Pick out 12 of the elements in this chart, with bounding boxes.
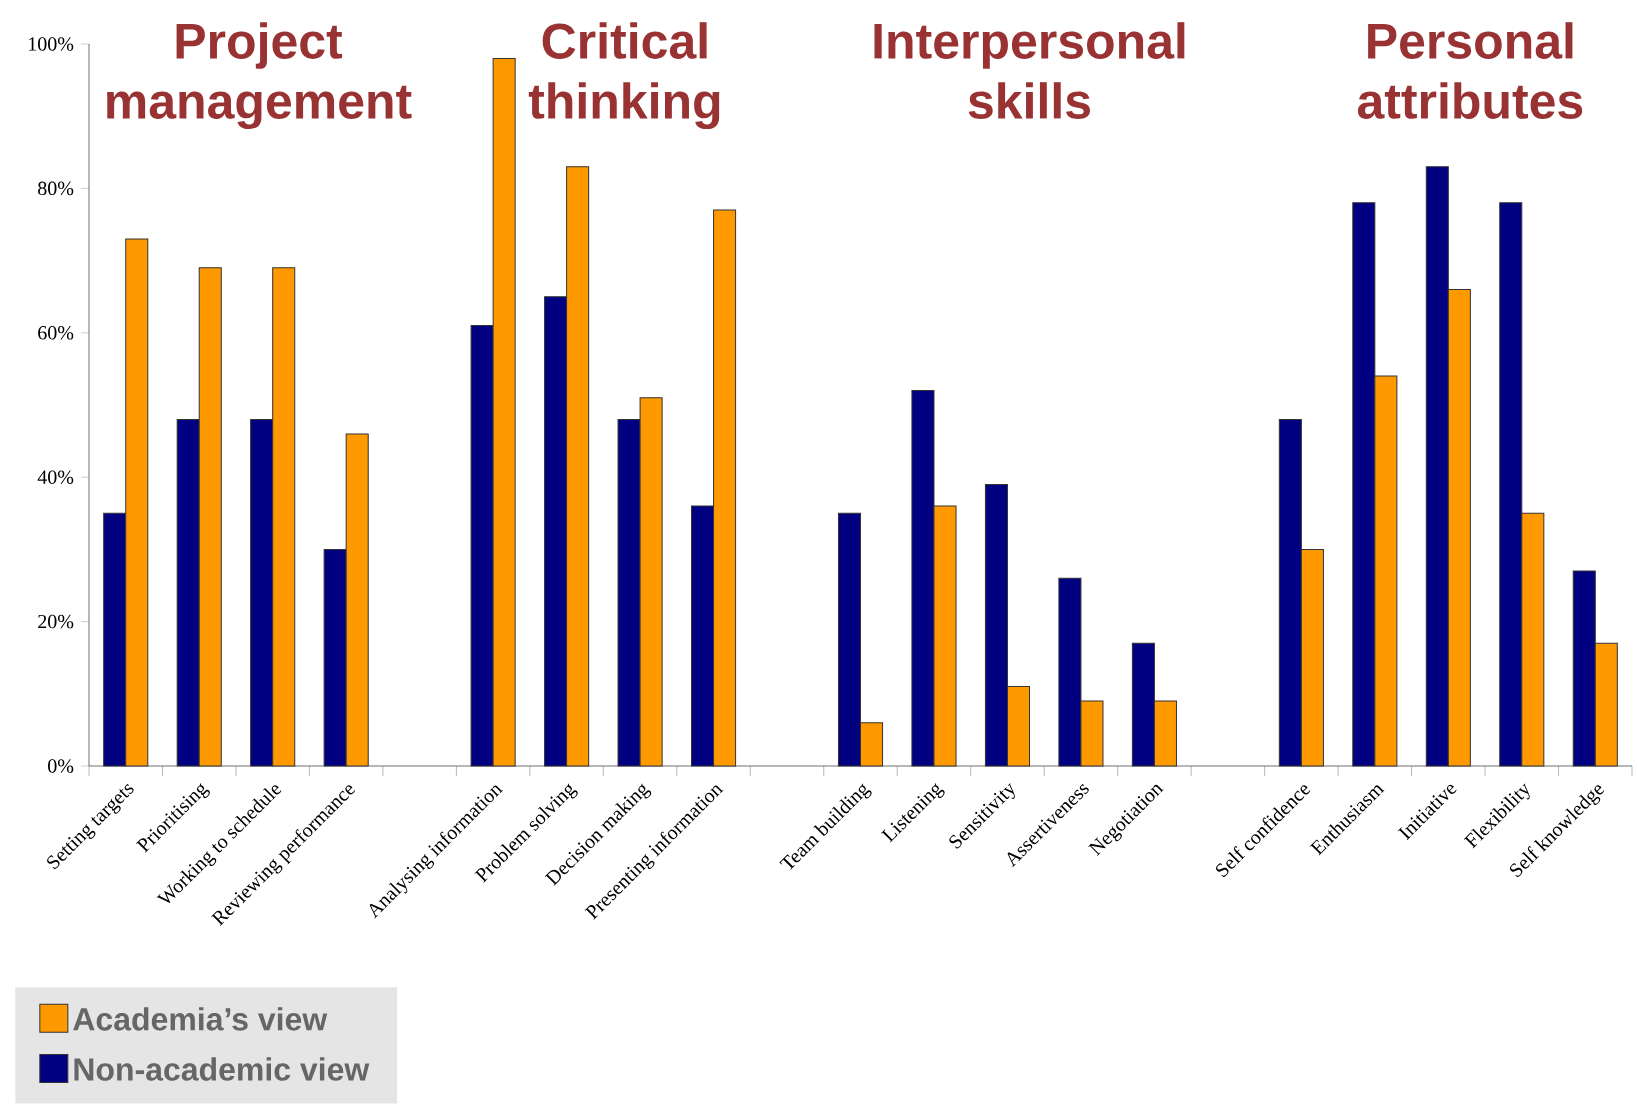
annotation: Personal attributes (1357, 22, 1583, 119)
y-tick-label: 60% (38, 326, 74, 340)
y-tick-label: 40% (37, 470, 74, 484)
annotation: Critical thinking (528, 22, 720, 130)
annotation: Interpersonal skills (874, 22, 1185, 119)
y-tick-label: 80% (38, 181, 74, 196)
annotation: Project management (107, 22, 412, 130)
y-tick-label: 0% (48, 759, 74, 773)
y-tick-label: 20% (38, 614, 74, 629)
legend-label: Academia’s view (73, 1007, 328, 1031)
y-tick-label: 100% (29, 37, 74, 51)
legend-label: Non-academic view (74, 1057, 370, 1081)
